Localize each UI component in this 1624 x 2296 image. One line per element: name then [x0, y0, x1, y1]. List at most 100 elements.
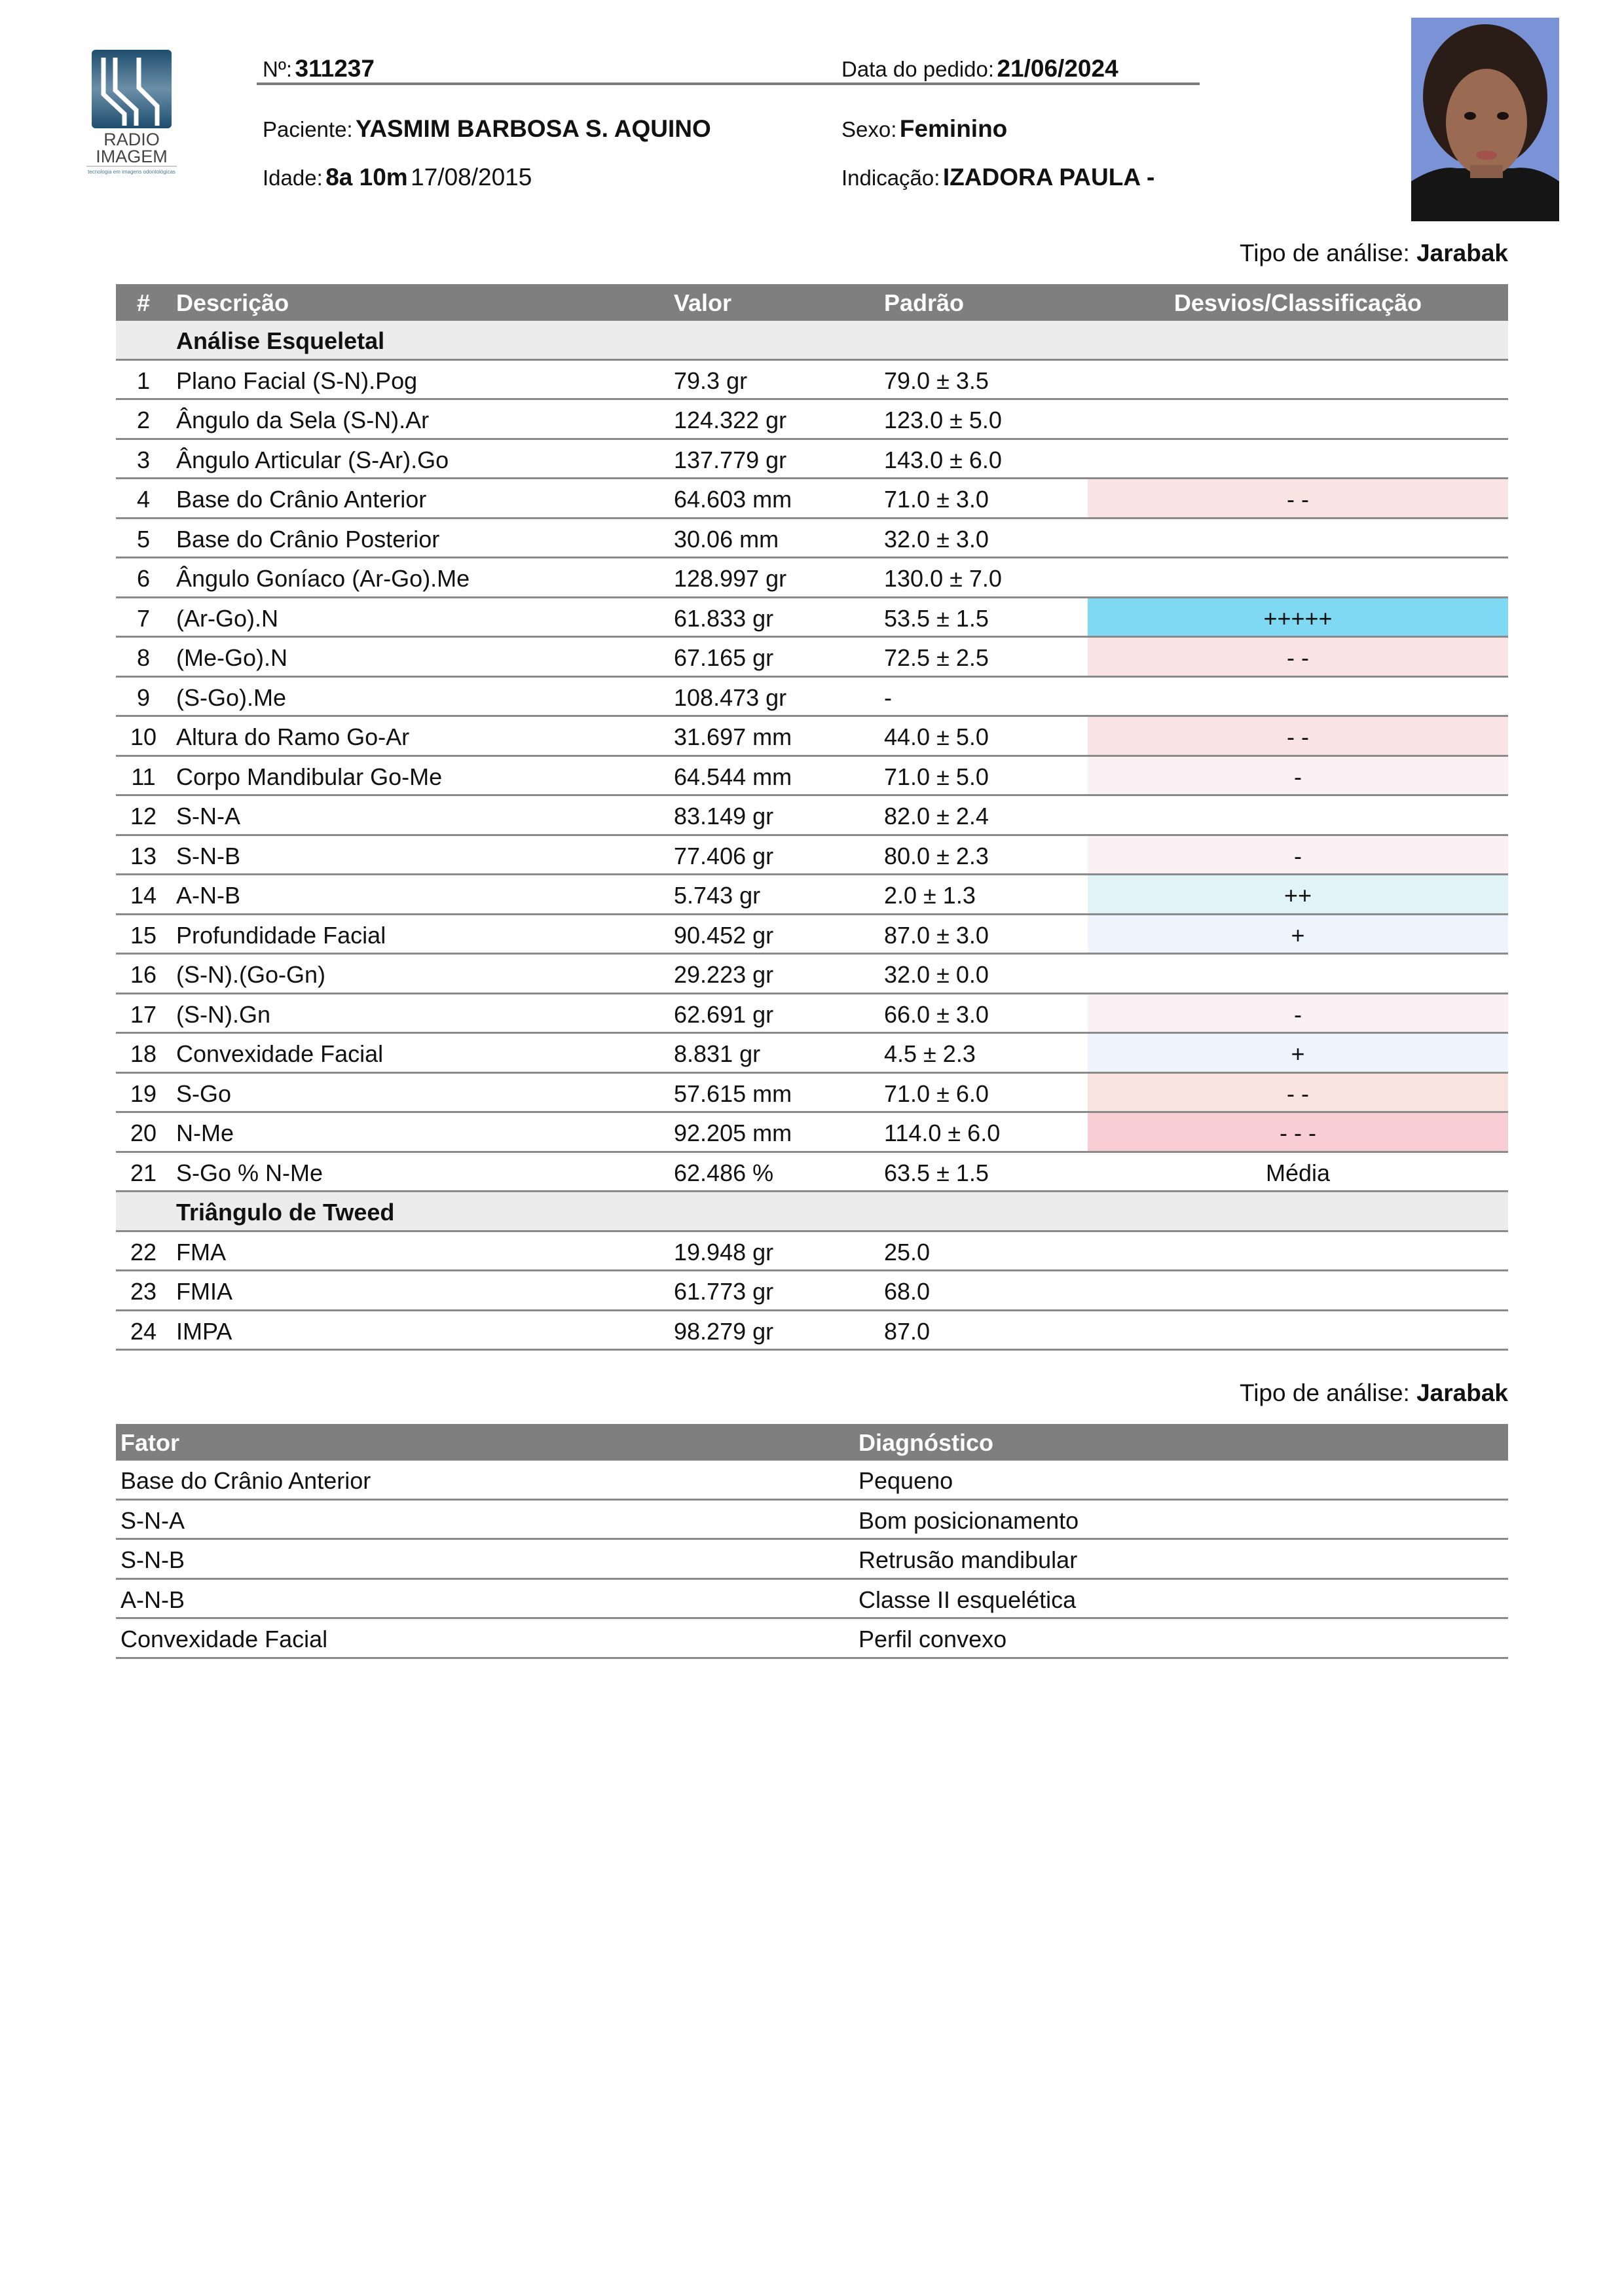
order-number: Nº: 311237 — [263, 55, 375, 82]
row-value: 62.486 % — [674, 1159, 774, 1186]
row-standard: 4.5 ± 2.3 — [884, 1040, 976, 1067]
col-factor: Fator — [120, 1429, 179, 1456]
table-row: S-N-A Bom posicionamento — [116, 1501, 1508, 1540]
row-diagnosis: Bom posicionamento — [858, 1506, 1079, 1534]
row-description: Plano Facial (S-N).Pog — [176, 367, 418, 394]
row-number: 8 — [136, 644, 151, 671]
row-deviation: - - — [1287, 644, 1309, 671]
svg-text:tecnologia em imagens odontoló: tecnologia em imagens odontológicas — [88, 169, 175, 175]
row-factor: S-N-B — [120, 1546, 185, 1573]
row-standard: 66.0 ± 3.0 — [884, 1000, 989, 1028]
table-row: 1 Plano Facial (S-N).Pog 79.3 gr 79.0 ± 3.5 — [116, 361, 1508, 400]
row-deviation: - - — [1287, 486, 1309, 513]
row-deviation: - — [1294, 1000, 1302, 1028]
table-row: 13 S-N-B 77.406 gr 80.0 ± 2.3 - — [116, 835, 1508, 875]
row-number: 21 — [130, 1159, 157, 1186]
row-deviation: Média — [1265, 1159, 1331, 1186]
row-number: 14 — [130, 882, 157, 909]
row-description: (Ar-Go).N — [176, 604, 278, 632]
row-number: 15 — [130, 921, 157, 949]
row-standard: 32.0 ± 0.0 — [884, 961, 989, 988]
referral: Indicação: IZADORA PAULA - — [841, 164, 1155, 191]
row-number: 2 — [136, 407, 151, 433]
table-row: S-N-B Retrusão mandibular — [116, 1540, 1508, 1580]
patient-name-value: YASMIM BARBOSA S. AQUINO — [356, 115, 711, 142]
deviation-highlight — [1088, 479, 1508, 517]
analysis-type-2-value: Jarabak — [1416, 1379, 1508, 1406]
row-description: Corpo Mandibular Go-Me — [176, 763, 443, 790]
table-row: 7 (Ar-Go).N 61.833 gr 53.5 ± 1.5 +++++ — [116, 598, 1508, 638]
row-number: 9 — [136, 683, 151, 711]
row-deviation: + — [1291, 921, 1305, 949]
row-number: 24 — [130, 1317, 157, 1345]
row-standard: 114.0 ± 6.0 — [884, 1120, 1001, 1146]
row-factor: Convexidade Facial — [120, 1626, 328, 1652]
table-row: 5 Base do Crânio Posterior 30.06 mm 32.0 ± … — [116, 519, 1508, 558]
row-number: 18 — [130, 1040, 157, 1067]
deviation-highlight — [1088, 598, 1508, 636]
patient-sex: Sexo: Feminino — [841, 115, 1008, 142]
table-row: 24 IMPA 98.279 gr 87.0 — [116, 1311, 1508, 1351]
section-title: Triângulo de Tweed — [176, 1199, 395, 1226]
table-row: 6 Ângulo Goníaco (Ar-Go).Me 128.997 gr 130.… — [116, 558, 1508, 598]
analysis-type-2: Tipo de análise: Jarabak — [1239, 1379, 1508, 1406]
row-description: Ângulo da Sela (S-N).Ar — [176, 407, 430, 433]
row-value: 64.544 mm — [674, 763, 792, 790]
row-value: 79.3 gr — [674, 367, 748, 394]
col-standard: Padrão — [884, 289, 965, 316]
row-diagnosis: Classe II esquelética — [858, 1586, 1077, 1613]
patient-age: Idade: 8a 10m 17/08/2015 — [263, 164, 532, 191]
row-standard: 71.0 ± 3.0 — [884, 486, 989, 513]
table-row: 20 N-Me 92.205 mm 114.0 ± 6.0 - - - — [116, 1113, 1508, 1153]
row-standard: 32.0 ± 3.0 — [884, 525, 989, 553]
row-description: A-N-B — [176, 882, 240, 909]
row-standard: 71.0 ± 5.0 — [884, 763, 989, 790]
table-row: A-N-B Classe II esquelética — [116, 1580, 1508, 1619]
col-value: Valor — [674, 289, 732, 316]
row-value: 62.691 gr — [674, 1000, 774, 1028]
row-value: 5.743 gr — [674, 882, 761, 909]
row-value: 83.149 gr — [674, 803, 774, 829]
row-deviation: ++ — [1283, 882, 1312, 909]
row-description: Ângulo Articular (S-Ar).Go — [176, 446, 449, 473]
row-standard: 68.0 — [884, 1278, 931, 1305]
row-number: 19 — [130, 1080, 157, 1107]
row-deviation: - - — [1287, 1080, 1309, 1107]
deviation-highlight — [1088, 717, 1508, 755]
row-number: 7 — [136, 604, 151, 632]
section-row: Triângulo de Tweed — [116, 1192, 1508, 1232]
row-value: 108.473 gr — [674, 683, 787, 711]
row-diagnosis: Perfil convexo — [858, 1626, 1007, 1652]
row-description: S-Go % N-Me — [176, 1159, 323, 1186]
diagnosis-table: Fator Diagnóstico Base do Crânio Anterio… — [116, 1424, 1508, 1659]
table-row: 16 (S-N).(Go-Gn) 29.223 gr 32.0 ± 0.0 — [116, 955, 1508, 994]
col-diagnosis: Diagnóstico — [858, 1429, 994, 1456]
order-date-value: 21/06/2024 — [997, 55, 1118, 82]
row-standard: 44.0 ± 5.0 — [884, 723, 989, 750]
row-value: 124.322 gr — [674, 407, 787, 433]
table-row: 14 A-N-B 5.743 gr 2.0 ± 1.3 ++ — [116, 875, 1508, 915]
analysis-type: Tipo de análise: Jarabak — [1239, 240, 1508, 266]
row-description: (S-N).Gn — [176, 1000, 270, 1028]
row-description: S-N-B — [176, 842, 240, 869]
row-standard: 82.0 ± 2.4 — [884, 803, 989, 829]
row-factor: S-N-A — [120, 1506, 185, 1534]
svg-text:RADIO: RADIO — [103, 130, 160, 149]
row-value: 64.603 mm — [674, 486, 792, 513]
row-number: 20 — [130, 1120, 157, 1146]
row-description: S-N-A — [176, 803, 240, 829]
analysis-type-value: Jarabak — [1416, 240, 1508, 266]
deviation-highlight — [1088, 915, 1508, 953]
row-factor: A-N-B — [120, 1586, 185, 1613]
row-diagnosis: Retrusão mandibular — [858, 1546, 1078, 1573]
row-description: Base do Crânio Anterior — [176, 486, 427, 513]
row-value: 29.223 gr — [674, 961, 774, 988]
cephalometric-table: # Descrição Valor Padrão Desvios/Classif… — [116, 284, 1508, 1351]
row-description: (S-N).(Go-Gn) — [176, 961, 325, 988]
col-description: Descrição — [176, 289, 289, 316]
row-number: 4 — [136, 486, 151, 513]
row-deviation: - — [1294, 763, 1302, 790]
table-header: Fator Diagnóstico — [116, 1424, 1508, 1461]
row-deviation: + — [1291, 1040, 1305, 1067]
row-standard: 87.0 ± 3.0 — [884, 921, 989, 949]
